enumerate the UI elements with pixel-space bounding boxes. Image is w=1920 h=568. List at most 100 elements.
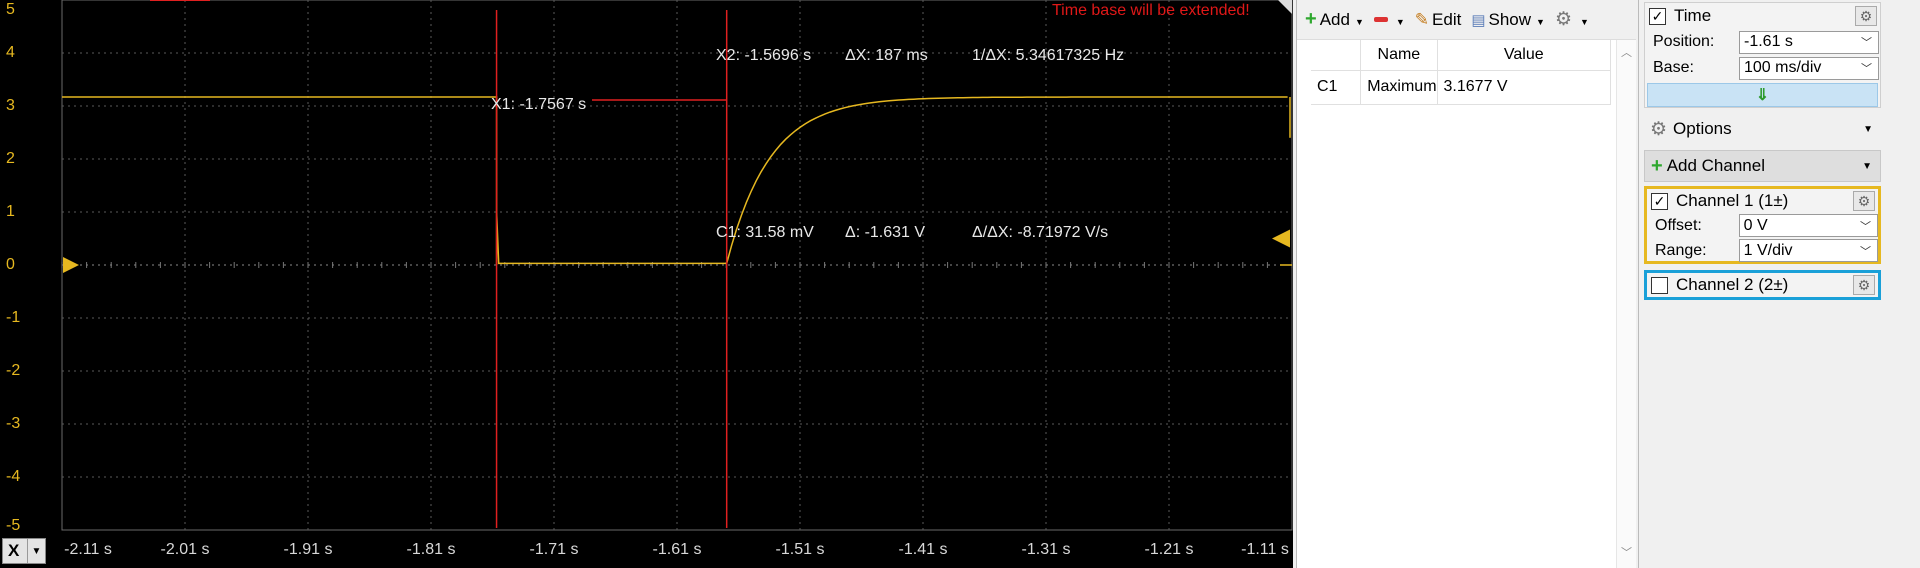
settings-panel: ✓ Time ⚙ Position: -1.61 s ﹀ Base: 100 m…	[1638, 0, 1920, 568]
time-base-warning: Time base will be extended!	[1052, 2, 1250, 19]
edit-measurement-button[interactable]: ✎ Edit	[1415, 10, 1462, 30]
base-select[interactable]: 100 ms/div ﹀	[1739, 56, 1879, 80]
channel-1-section: ✓ Channel 1 (1±) ⚙ Offset: 0 V ﹀ Range: …	[1644, 186, 1881, 264]
position-label: Position:	[1653, 33, 1715, 50]
delta-x-readout: ΔX: 187 ms	[845, 47, 928, 64]
range-label: Range:	[1655, 241, 1707, 259]
c1-value-readout: C1: 31.58 mV	[716, 224, 814, 241]
remove-measurement-button[interactable]: ▼	[1373, 13, 1405, 27]
x-tick-label: -1.71 s	[529, 541, 579, 558]
x-tick-label: -1.31 s	[1021, 541, 1071, 558]
measurements-table: Name Value C1 Maximum 3.1677 V	[1311, 40, 1612, 105]
time-header: ✓ Time ⚙	[1645, 3, 1880, 29]
y-tick-label: -1	[6, 309, 21, 326]
trigger-level-marker	[1272, 229, 1290, 248]
position-value: -1.61 s	[1744, 33, 1793, 50]
gear-icon[interactable]: ⚙	[1853, 191, 1875, 211]
delta-v-readout: Δ: -1.631 V	[845, 224, 926, 241]
x-tick-label: -1.51 s	[775, 541, 825, 558]
channel-2-title: Channel 2 (2±)	[1676, 275, 1789, 294]
inverse-delta-x-readout: 1/ΔX: 5.34617325 Hz	[972, 47, 1125, 64]
column-header-value[interactable]: Value	[1437, 40, 1612, 71]
row-channel: C1	[1311, 70, 1362, 105]
warning-corner	[1278, 0, 1292, 14]
chevron-down-icon: ﹀	[1860, 245, 1871, 258]
gear-icon[interactable]: ⚙	[1853, 275, 1875, 295]
x-tick-label: -2.11 s	[64, 541, 112, 558]
channel-1-range-row: Range: 1 V/div ﹀	[1647, 238, 1878, 263]
gear-icon: ⚙	[1554, 9, 1573, 30]
y-tick-label: -2	[6, 362, 21, 379]
chevron-down-icon[interactable]: ▼	[1536, 16, 1545, 27]
show-measurement-button[interactable]: ▤ Show ▼	[1471, 10, 1545, 30]
time-checkbox[interactable]: ✓	[1649, 7, 1666, 25]
position-select[interactable]: -1.61 s ﹀	[1739, 30, 1879, 54]
add-measurement-button[interactable]: + Add ▼	[1305, 8, 1364, 31]
slope-readout: Δ/ΔX: -8.71972 V/s	[972, 224, 1109, 241]
chevron-down-icon: ﹀	[1861, 63, 1872, 75]
minus-icon	[1373, 17, 1388, 22]
add-channel-button[interactable]: + Add Channel ▼	[1644, 150, 1881, 182]
apply-time-button[interactable]: ⇓	[1647, 83, 1878, 107]
time-title: Time	[1674, 6, 1712, 25]
chevron-down-icon[interactable]: ▼	[27, 539, 45, 563]
base-value: 100 ms/div	[1744, 59, 1822, 76]
row-name: Maximum	[1360, 70, 1438, 105]
x-tick-label: -1.81 s	[406, 541, 456, 558]
time-base-row: Base: 100 ms/div ﹀	[1645, 55, 1880, 81]
chevron-down-icon[interactable]: ▼	[1395, 16, 1405, 27]
measurement-settings-button[interactable]: ⚙ ▼	[1555, 8, 1589, 31]
column-header	[1311, 40, 1362, 71]
scope-plot-area[interactable]: 5 4 3 2 1 0 -1 -2 -3 -4 -5 -2.11 s -2.01 s -1.91 s -1…	[0, 0, 1293, 568]
chevron-down-icon[interactable]: ▼	[1354, 16, 1364, 27]
table-row[interactable]: C1 Maximum 3.1677 V	[1311, 70, 1612, 105]
x-tick-label: -1.11 s	[1241, 541, 1289, 558]
x-tick-label: -1.91 s	[283, 541, 333, 558]
y-tick-label: -3	[6, 415, 21, 432]
y-tick-label: 4	[6, 44, 15, 61]
x-axis-label: X	[8, 541, 20, 560]
measurements-scrollbar[interactable]: ︿ ﹀	[1616, 40, 1636, 568]
gear-icon[interactable]: ⚙	[1855, 6, 1877, 26]
x-tick-label: -2.01 s	[160, 541, 210, 558]
channel-2-section: Channel 2 (2±) ⚙	[1644, 270, 1881, 300]
measurements-toolbar: + Add ▼ ▼ ✎ Edit ▤ Show ▼ ⚙ ▼	[1297, 0, 1636, 40]
gear-icon: ⚙	[1650, 118, 1668, 140]
y-tick-label: 3	[6, 97, 15, 114]
time-position-row: Position: -1.61 s ﹀	[1645, 29, 1880, 55]
column-header-name[interactable]: Name	[1360, 40, 1438, 71]
options-button[interactable]: ⚙ Options ▼	[1644, 113, 1881, 145]
chevron-down-icon[interactable]: ▼	[1580, 16, 1589, 27]
x-axis-selector[interactable]: X ▼	[2, 538, 46, 564]
channel-1-title: Channel 1 (1±)	[1676, 191, 1789, 210]
time-section: ✓ Time ⚙ Position: -1.61 s ﹀ Base: 100 m…	[1644, 2, 1881, 108]
cursor-x1-label: X1: -1.7567 s	[491, 96, 587, 113]
table-icon: ▤	[1471, 11, 1486, 29]
channel-1-offset-marker	[63, 257, 79, 273]
x-tick-label: -1.21 s	[1144, 541, 1194, 558]
chevron-down-icon: ▼	[1863, 123, 1873, 135]
y-tick-label: -5	[6, 517, 21, 534]
arrow-down-icon: ⇓	[1755, 87, 1770, 104]
offset-value: 0 V	[1743, 216, 1768, 234]
y-tick-label: 2	[6, 150, 15, 167]
y-tick-label: -4	[6, 468, 21, 485]
range-select[interactable]: 1 V/div ﹀	[1738, 239, 1878, 262]
channel-2-checkbox[interactable]	[1651, 276, 1668, 294]
show-label: Show	[1488, 9, 1532, 29]
channel-1-offset-row: Offset: 0 V ﹀	[1647, 213, 1878, 238]
measurements-panel: + Add ▼ ▼ ✎ Edit ▤ Show ▼ ⚙ ▼ Name Value	[1296, 0, 1636, 568]
add-channel-label: Add Channel	[1666, 156, 1765, 175]
options-label: Options	[1673, 119, 1732, 138]
scroll-down-icon[interactable]: ﹀	[1621, 547, 1632, 559]
scroll-up-icon[interactable]: ︿	[1621, 47, 1632, 59]
edit-label: Edit	[1432, 9, 1462, 29]
cursor-x2-label: X2: -1.5696 s	[716, 47, 812, 64]
channel-1-checkbox[interactable]: ✓	[1651, 192, 1668, 210]
channel-1-trace	[62, 96, 1288, 265]
chevron-down-icon: ▼	[1862, 160, 1872, 172]
scope-grid	[61, 0, 1293, 531]
offset-label: Offset:	[1655, 216, 1702, 234]
offset-select[interactable]: 0 V ﹀	[1738, 214, 1878, 237]
channel-2-header: Channel 2 (2±) ⚙	[1647, 273, 1878, 297]
